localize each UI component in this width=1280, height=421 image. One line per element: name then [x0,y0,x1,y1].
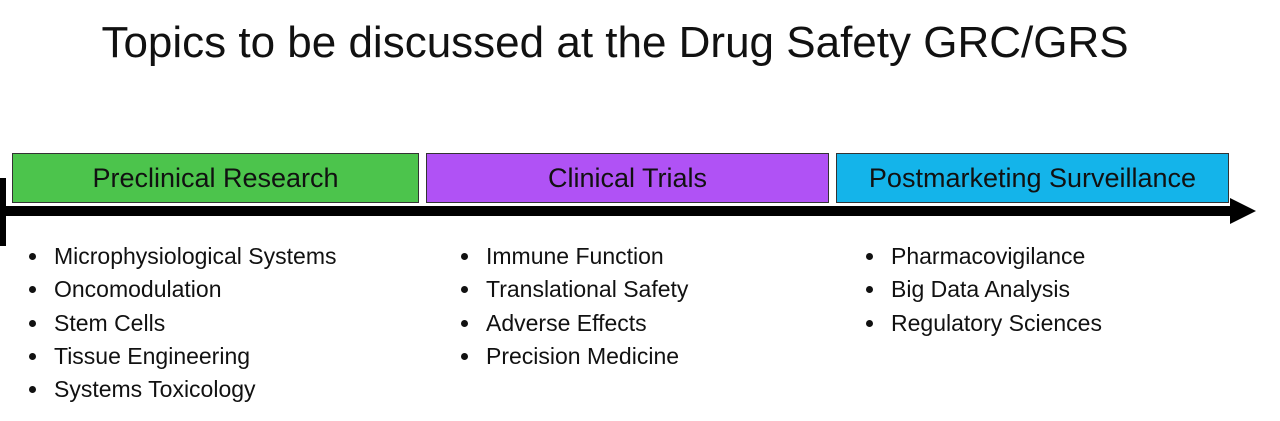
phase-preclinical-research: Preclinical Research [12,153,419,203]
timeline-arrow-line [0,206,1236,216]
postmarketing-topics-list: Pharmacovigilance Big Data Analysis Regu… [857,240,1102,340]
list-item: Precision Medicine [482,340,688,373]
list-item: Tissue Engineering [50,340,336,373]
list-item: Stem Cells [50,307,336,340]
list-item: Regulatory Sciences [887,307,1102,340]
preclinical-topics-list: Microphysiological Systems Oncomodulatio… [20,240,336,406]
list-item: Adverse Effects [482,307,688,340]
phase-postmarketing-surveillance: Postmarketing Surveillance [836,153,1229,203]
list-item: Immune Function [482,240,688,273]
arrow-head-icon [1230,198,1256,224]
list-item: Pharmacovigilance [887,240,1102,273]
phase-clinical-trials: Clinical Trials [426,153,829,203]
list-item: Microphysiological Systems [50,240,336,273]
list-item: Translational Safety [482,273,688,306]
clinical-topics-list: Immune Function Translational Safety Adv… [452,240,688,373]
list-item: Systems Toxicology [50,373,336,406]
list-item: Oncomodulation [50,273,336,306]
slide-title: Topics to be discussed at the Drug Safet… [101,18,1129,67]
list-item: Big Data Analysis [887,273,1102,306]
